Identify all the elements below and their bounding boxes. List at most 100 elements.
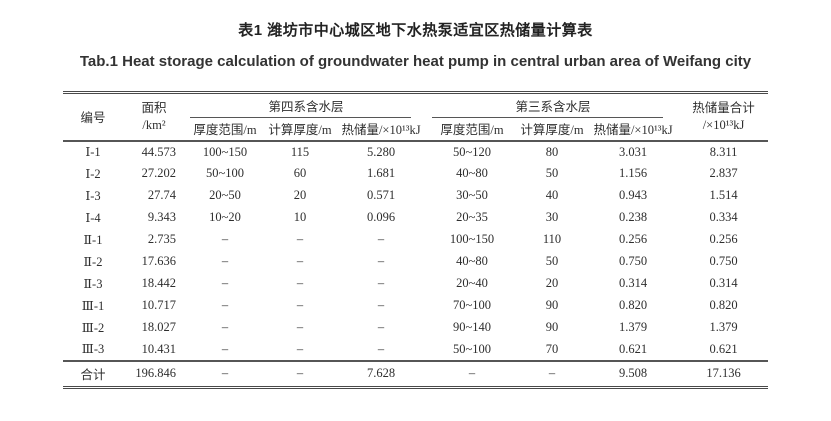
total-n-heat-cell: 9.508 (618, 366, 648, 381)
n-thickness-range-cell: 50~120 (453, 144, 492, 159)
table-caption-chinese: 表1 潍坊市中心城区地下水热泵适宜区热储量计算表 (238, 22, 593, 39)
col-header-area-unit: /km² (142, 117, 166, 132)
col-header-n-calc-thickness: 计算厚度/m (520, 123, 584, 137)
table-row: Ⅱ-1 2.735 – – – 100~150 110 0.256 0.256 (63, 229, 768, 251)
total-row-label: 合计 (80, 368, 106, 383)
area-cell: 44.573 (141, 144, 176, 159)
total-heat-storage-cell: 0.820 (709, 298, 738, 312)
n-calc-thickness-cell: 110 (542, 232, 562, 246)
table-row: Ⅲ-3 10.431 – – – 50~100 70 0.621 0.621 (63, 339, 768, 361)
n-thickness-range-cell: 30~50 (456, 188, 488, 202)
n-calc-thickness-cell: 40 (545, 188, 559, 202)
col-group-quaternary-aquifer: 第四系含水层 (185, 93, 427, 118)
col-header-q-thickness-range: 厚度范围/m (193, 123, 257, 137)
col-header-total-unit: /×10¹³kJ (702, 117, 745, 132)
table-row: Ⅲ-1 10.717 – – – 70~100 90 0.820 0.820 (63, 295, 768, 317)
col-header-q-heat-storage: 热储量/×10¹³kJ (341, 123, 421, 137)
total-heat-storage-cell: 0.621 (709, 341, 738, 356)
q-calc-thickness-cell: 60 (293, 166, 307, 180)
q-heat-storage-cell: 1.681 (366, 166, 396, 180)
total-row: 合计 196.846 – – 7.628 – – 9.508 17.136 (63, 360, 769, 388)
q-calc-thickness-cell: – (296, 276, 304, 290)
n-heat-storage-cell: 1.379 (618, 320, 648, 334)
row-id-cell: Ⅱ-2 (83, 254, 103, 269)
area-cell: 18.027 (141, 320, 176, 334)
q-thickness-range-cell: – (221, 276, 229, 290)
q-heat-storage-cell: – (377, 341, 385, 356)
q-thickness-range-cell: – (221, 254, 229, 268)
q-heat-storage-cell: – (377, 232, 385, 246)
q-heat-storage-cell: – (377, 320, 385, 334)
n-calc-thickness-cell: 20 (545, 276, 559, 290)
q-thickness-range-cell: – (221, 298, 229, 312)
n-heat-storage-cell: 1.156 (618, 166, 648, 180)
table-row: Ⅱ-3 18.442 – – – 20~40 20 0.314 0.314 (63, 273, 768, 295)
q-heat-storage-cell: – (377, 298, 385, 312)
area-cell: 10.431 (141, 341, 176, 356)
n-calc-thickness-cell: 30 (545, 210, 559, 224)
n-heat-storage-cell: 0.256 (618, 232, 648, 246)
area-cell: 17.636 (141, 254, 176, 268)
q-heat-storage-cell: 5.280 (366, 144, 396, 159)
total-heat-storage-cell: 0.334 (709, 210, 738, 224)
row-id-cell: Ⅰ-4 (85, 210, 101, 225)
n-heat-storage-cell: 0.314 (618, 276, 648, 290)
q-calc-thickness-cell: – (296, 254, 304, 268)
row-id-cell: Ⅲ-2 (81, 320, 105, 335)
area-cell: 27.202 (141, 166, 176, 180)
total-cell: – (296, 366, 304, 381)
q-heat-storage-cell: – (377, 276, 385, 290)
area-cell: 18.442 (141, 276, 176, 290)
total-heat-storage-cell: 0.314 (709, 276, 738, 290)
n-thickness-range-cell: 70~100 (453, 298, 492, 312)
q-calc-thickness-cell: 20 (293, 188, 307, 202)
row-id-cell: Ⅰ-1 (85, 145, 101, 159)
table-body: Ⅰ-1 44.573 100~150 115 5.280 50~120 80 3… (63, 141, 768, 361)
n-calc-thickness-cell: 50 (545, 254, 559, 268)
area-cell: 9.343 (147, 210, 176, 224)
table-row: Ⅰ-1 44.573 100~150 115 5.280 50~120 80 3… (63, 141, 768, 163)
n-heat-storage-cell: 0.943 (618, 188, 648, 202)
table-row: Ⅰ-3 27.74 20~50 20 0.571 30~50 40 0.943 … (63, 185, 768, 207)
col-header-id: 编号 (80, 111, 106, 126)
table-row: Ⅰ-2 27.202 50~100 60 1.681 40~80 50 1.15… (63, 163, 768, 185)
n-thickness-range-cell: 90~140 (453, 320, 492, 334)
area-cell: 27.74 (147, 188, 176, 202)
row-id-cell: Ⅲ-1 (81, 298, 105, 313)
q-thickness-range-cell: 20~50 (209, 188, 241, 202)
col-header-total-heat-storage: 热储量合计 /×10¹³kJ (679, 93, 768, 141)
heat-storage-table: 编号 面积 /km² 第四系含水层 第三系含水层 热储量合计 /×10¹³kJ (63, 91, 769, 389)
n-calc-thickness-cell: 90 (545, 298, 559, 312)
area-cell: 2.735 (147, 232, 176, 246)
q-calc-thickness-cell: – (296, 298, 304, 312)
n-calc-thickness-cell: 80 (545, 144, 559, 159)
total-heat-storage-cell: 0.256 (709, 232, 738, 246)
col-header-total-name: 热储量合计 (692, 100, 755, 115)
total-cell: – (221, 366, 229, 381)
total-heat-storage-cell: 8.311 (709, 144, 738, 159)
total-heat-storage-cell: 1.379 (709, 320, 738, 334)
n-heat-storage-cell: 3.031 (618, 144, 648, 159)
row-id-cell: Ⅱ-1 (83, 232, 103, 247)
col-header-q-calc-thickness: 计算厚度/m (268, 123, 332, 137)
q-calc-thickness-cell: – (296, 341, 304, 356)
total-area-cell: 196.846 (135, 366, 176, 381)
area-cell: 10.717 (141, 298, 176, 312)
q-thickness-range-cell: – (221, 320, 229, 334)
n-heat-storage-cell: 0.820 (618, 298, 648, 312)
q-thickness-range-cell: 100~150 (202, 144, 248, 159)
n-calc-thickness-cell: 70 (545, 341, 559, 356)
total-sum-cell: 17.136 (706, 366, 741, 381)
row-id-cell: Ⅲ-3 (81, 342, 105, 356)
n-thickness-range-cell: 40~80 (456, 166, 488, 180)
n-calc-thickness-cell: 50 (545, 166, 559, 180)
n-thickness-range-cell: 40~80 (456, 254, 488, 268)
col-header-area-name: 面积 (141, 100, 167, 115)
q-thickness-range-cell: – (221, 341, 229, 356)
n-heat-storage-cell: 0.621 (618, 341, 648, 356)
table-caption-english: Tab.1 Heat storage calculation of ground… (79, 53, 752, 70)
n-calc-thickness-cell: 90 (545, 320, 559, 334)
table-row: Ⅲ-2 18.027 – – – 90~140 90 1.379 1.379 (63, 317, 768, 339)
total-heat-storage-cell: 1.514 (709, 188, 738, 202)
